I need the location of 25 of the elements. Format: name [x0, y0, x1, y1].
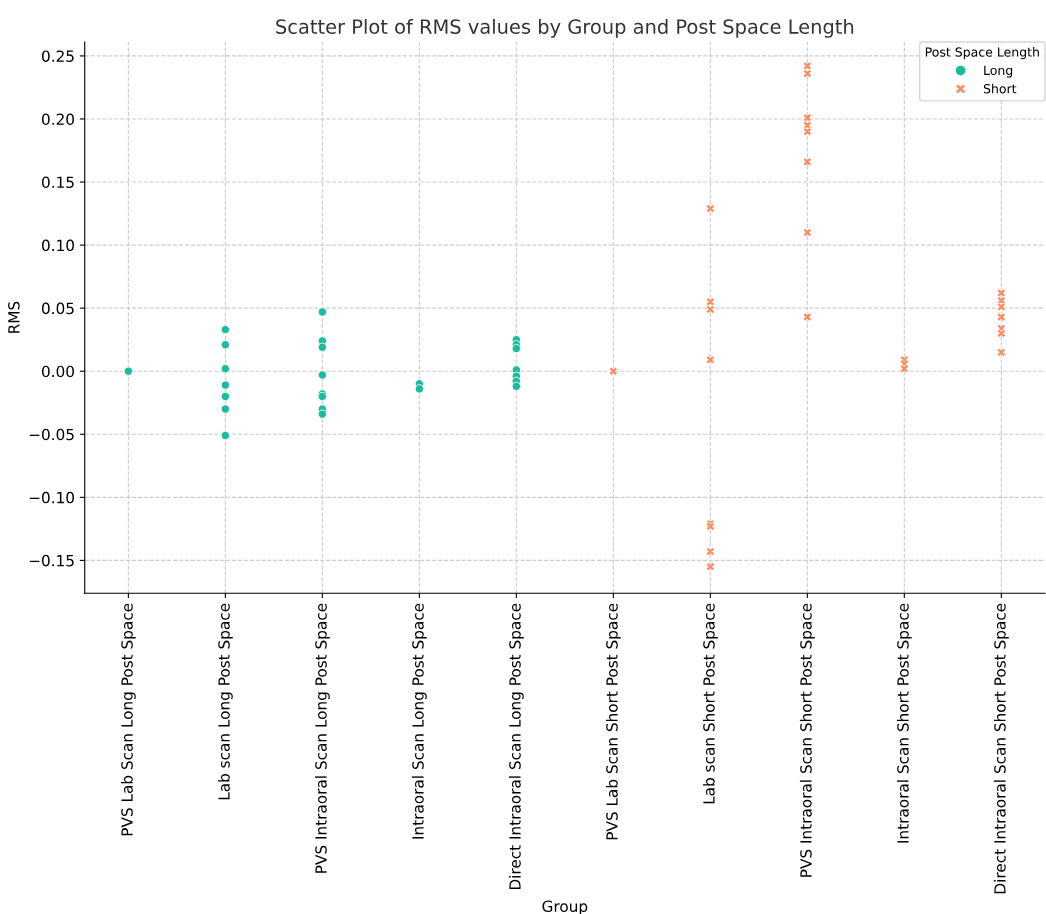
y-tick-label: −0.05 [29, 428, 74, 441]
x-tick-label: PVS Intraoral Scan Short Post Space [799, 603, 815, 877]
y-axis-title: RMS [8, 301, 20, 333]
chart-title: Scatter Plot of RMS values by Group and Post Space Length [276, 18, 854, 38]
legend-label: Short [983, 83, 1017, 94]
x-tick-label: PVS Lab Scan Long Post Space [120, 603, 136, 836]
y-tick-label: 0.20 [41, 113, 74, 125]
y-tick-label: −0.15 [29, 554, 74, 567]
x-tick-label: PVS Intraoral Scan Long Post Space [314, 603, 330, 873]
y-tick-label: 0.15 [41, 176, 74, 189]
legend-label: Long [984, 65, 1013, 78]
x-tick-label: Lab scan Long Post Space [217, 603, 233, 800]
y-tick-label: 0.00 [41, 365, 74, 378]
y-tick-label: −0.10 [29, 491, 74, 504]
x-tick-label: Intraoral Scan Long Post Space [411, 603, 427, 839]
x-tick-label: Direct Intraoral Scan Short Post Space [993, 603, 1009, 894]
x-tick-label: Lab scan Short Post Space [702, 603, 718, 804]
x-tick-label: Intraoral Scan Short Post Space [896, 603, 912, 843]
legend-title: Post Space Length [925, 47, 1039, 60]
y-tick-label: 0.05 [41, 302, 74, 315]
x-axis-title: Group [542, 900, 588, 914]
y-tick-label: 0.25 [41, 50, 74, 62]
y-tick-label: 0.10 [41, 239, 74, 252]
x-tick-label: Direct Intraoral Scan Long Post Space [508, 603, 524, 890]
x-tick-label: PVS Lab Scan Short Post Space [605, 603, 621, 840]
